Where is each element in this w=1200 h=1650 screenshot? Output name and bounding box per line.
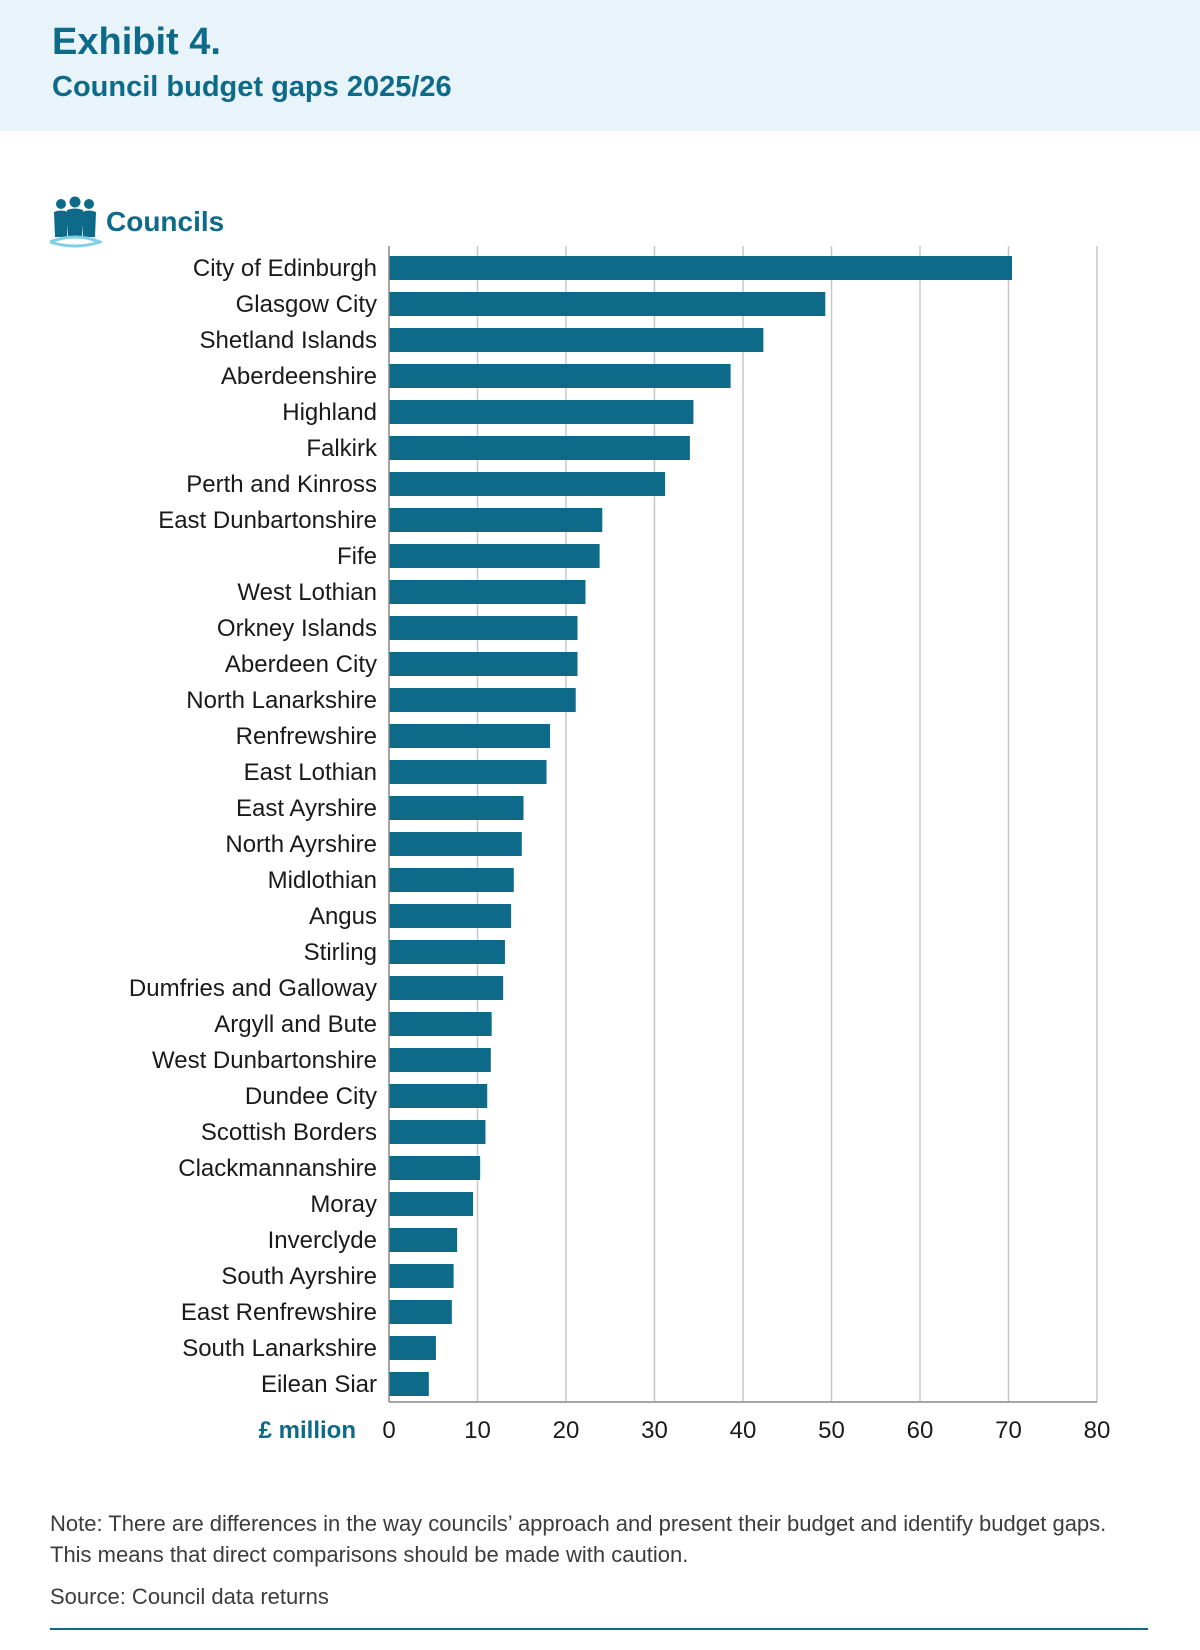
- category-label: Scottish Borders: [201, 1119, 377, 1146]
- x-tick-label: 60: [907, 1417, 934, 1444]
- bar: [389, 1264, 454, 1288]
- category-label: South Ayrshire: [221, 1263, 377, 1290]
- category-label: Stirling: [304, 939, 377, 966]
- chart-title: Council budget gaps 2025/26: [52, 71, 452, 103]
- bar: [389, 1300, 452, 1324]
- bar: [389, 1372, 429, 1396]
- x-tick-label: 40: [730, 1417, 757, 1444]
- category-label: Midlothian: [268, 867, 377, 894]
- x-axis-label: £ million: [259, 1417, 356, 1444]
- x-tick-label: 30: [641, 1417, 668, 1444]
- x-tick-label: 0: [382, 1417, 395, 1444]
- x-tick-label: 10: [464, 1417, 491, 1444]
- category-label: City of Edinburgh: [193, 255, 377, 282]
- bar: [389, 256, 1013, 280]
- category-label: East Renfrewshire: [181, 1299, 377, 1326]
- category-label: Fife: [337, 543, 377, 570]
- bar: [389, 832, 522, 856]
- bar: [389, 1156, 481, 1180]
- bar: [389, 976, 504, 1000]
- category-label: West Lothian: [237, 579, 377, 606]
- bar: [389, 1228, 458, 1252]
- category-label: Dumfries and Galloway: [129, 975, 377, 1002]
- category-label: Glasgow City: [236, 291, 377, 318]
- bar: [389, 1336, 436, 1360]
- bar: [389, 688, 576, 712]
- bar: [389, 724, 551, 748]
- category-label: Clackmannanshire: [178, 1155, 377, 1182]
- category-label: North Lanarkshire: [186, 687, 377, 714]
- chart-source: Source: Council data returns: [50, 1584, 329, 1609]
- category-label: Dundee City: [245, 1083, 377, 1110]
- bar: [389, 400, 694, 424]
- bar: [389, 796, 524, 820]
- bar: [389, 544, 600, 568]
- bar: [389, 364, 731, 388]
- category-label: Moray: [310, 1191, 377, 1218]
- x-tick-label: 80: [1084, 1417, 1111, 1444]
- category-label: East Lothian: [244, 759, 377, 786]
- category-label: North Ayrshire: [225, 831, 377, 858]
- category-label: Renfrewshire: [236, 723, 377, 750]
- bar: [389, 1084, 488, 1108]
- category-label: Aberdeen City: [225, 651, 377, 678]
- exhibit-header: Exhibit 4. Council budget gaps 2025/26: [0, 0, 1200, 131]
- category-label: Inverclyde: [268, 1227, 377, 1254]
- bar: [389, 292, 826, 316]
- x-tick-label: 50: [818, 1417, 845, 1444]
- bar: [389, 472, 666, 496]
- people-group-icon: [49, 196, 102, 248]
- councils-label: Councils: [106, 206, 225, 237]
- category-label: Highland: [282, 399, 377, 426]
- footer-divider: [50, 1628, 1148, 1630]
- bar: [389, 328, 764, 352]
- category-label: West Dunbartonshire: [152, 1047, 377, 1074]
- bar: [389, 1120, 486, 1144]
- exhibit-number: Exhibit 4.: [52, 21, 221, 63]
- bar: [389, 1012, 492, 1036]
- bar: [389, 760, 547, 784]
- category-label: Aberdeenshire: [221, 363, 377, 390]
- bar: [389, 1192, 474, 1216]
- category-label: East Dunbartonshire: [158, 507, 377, 534]
- category-label: Argyll and Bute: [214, 1011, 377, 1038]
- bar: [389, 904, 512, 928]
- x-tick-label: 70: [995, 1417, 1022, 1444]
- category-label: Orkney Islands: [217, 615, 377, 642]
- category-label: Angus: [309, 903, 377, 930]
- bar: [389, 1048, 491, 1072]
- chart-note: Note: There are differences in the way c…: [50, 1511, 1107, 1567]
- bar-chart: City of Edinburgh Glasgow City Shetland Is…: [129, 246, 1111, 1444]
- category-label: East Ayrshire: [236, 795, 377, 822]
- bar: [389, 436, 690, 460]
- category-label: Perth and Kinross: [186, 471, 377, 498]
- category-label: Falkirk: [306, 435, 378, 462]
- bar: [389, 868, 514, 892]
- category-label: South Lanarkshire: [182, 1335, 377, 1362]
- bar: [389, 508, 603, 532]
- category-label: Eilean Siar: [261, 1371, 377, 1398]
- councils-legend: Councils: [48, 192, 224, 252]
- bar: [389, 940, 505, 964]
- bar: [389, 580, 586, 604]
- category-label: Shetland Islands: [200, 327, 377, 354]
- bar: [389, 616, 578, 640]
- bar: [389, 652, 578, 676]
- x-tick-label: 20: [553, 1417, 580, 1444]
